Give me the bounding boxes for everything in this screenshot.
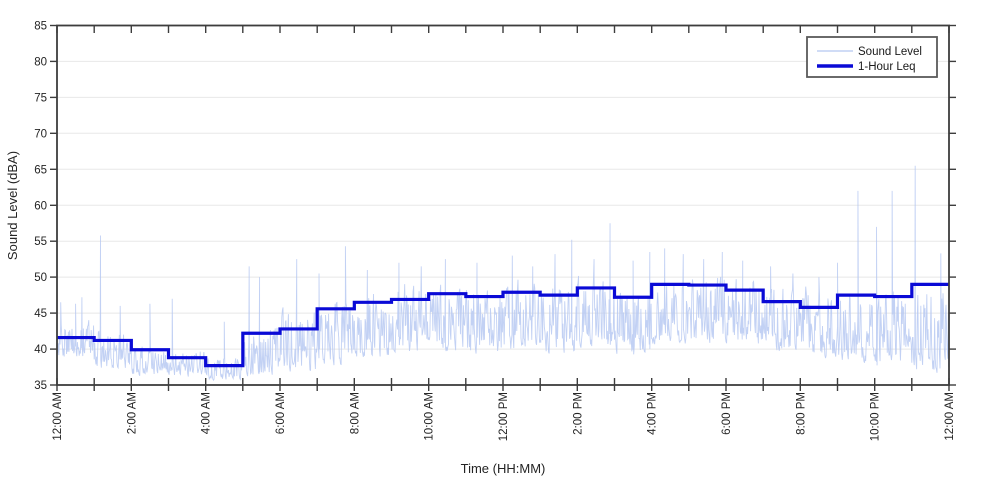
overlay-layer: Sound Level (dBA) Time (HH:MM) Sound Lev…: [5, 36, 938, 476]
x-tick-label: 10:00 AM: [424, 392, 436, 441]
y-tick-label: 40: [34, 344, 47, 356]
x-tick-label: 2:00 AM: [126, 392, 138, 434]
leq-series: [57, 282, 949, 368]
legend-box: [806, 36, 938, 78]
x-axis-label: Time (HH:MM): [461, 461, 546, 476]
x-tick-label: 12:00 AM: [944, 392, 956, 441]
x-tick-label: 4:00 AM: [201, 392, 213, 434]
y-tick-label: 55: [34, 236, 47, 248]
y-tick-label: 80: [34, 56, 47, 68]
x-tick-label: 8:00 PM: [795, 392, 807, 435]
x-tick-label: 6:00 AM: [275, 392, 287, 434]
y-tick-label: 85: [34, 21, 47, 33]
x-tick-label: 12:00 PM: [498, 392, 510, 441]
x-tick-label: 6:00 PM: [721, 392, 733, 435]
x-tick-label: 2:00 PM: [572, 392, 584, 435]
y-tick-label: 60: [34, 200, 47, 212]
legend-label-sound-level: Sound Level: [858, 46, 922, 58]
y-tick-label: 35: [34, 380, 47, 392]
x-tick-label: 8:00 AM: [349, 392, 361, 434]
y-tick-label: 65: [34, 164, 47, 176]
y-tick-label: 70: [34, 128, 47, 140]
x-tick-label: 4:00 PM: [647, 392, 659, 435]
plot-area: 35 40 45 50 55 60 65 70 75 80 85 12:00 AM 2:00 AM 4:0…: [34, 21, 956, 441]
y-tick-label: 50: [34, 272, 47, 284]
y-tick-label: 75: [34, 92, 47, 104]
x-tick-label: 12:00 AM: [52, 392, 64, 441]
legend: Sound Level 1-Hour Leq: [806, 36, 938, 78]
legend-label-leq: 1-Hour Leq: [858, 61, 916, 73]
x-tick-label: 10:00 PM: [870, 392, 882, 441]
y-axis-label: Sound Level (dBA): [5, 151, 20, 260]
sound-level-series: [56, 165, 950, 382]
y-tick-label: 45: [34, 308, 47, 320]
